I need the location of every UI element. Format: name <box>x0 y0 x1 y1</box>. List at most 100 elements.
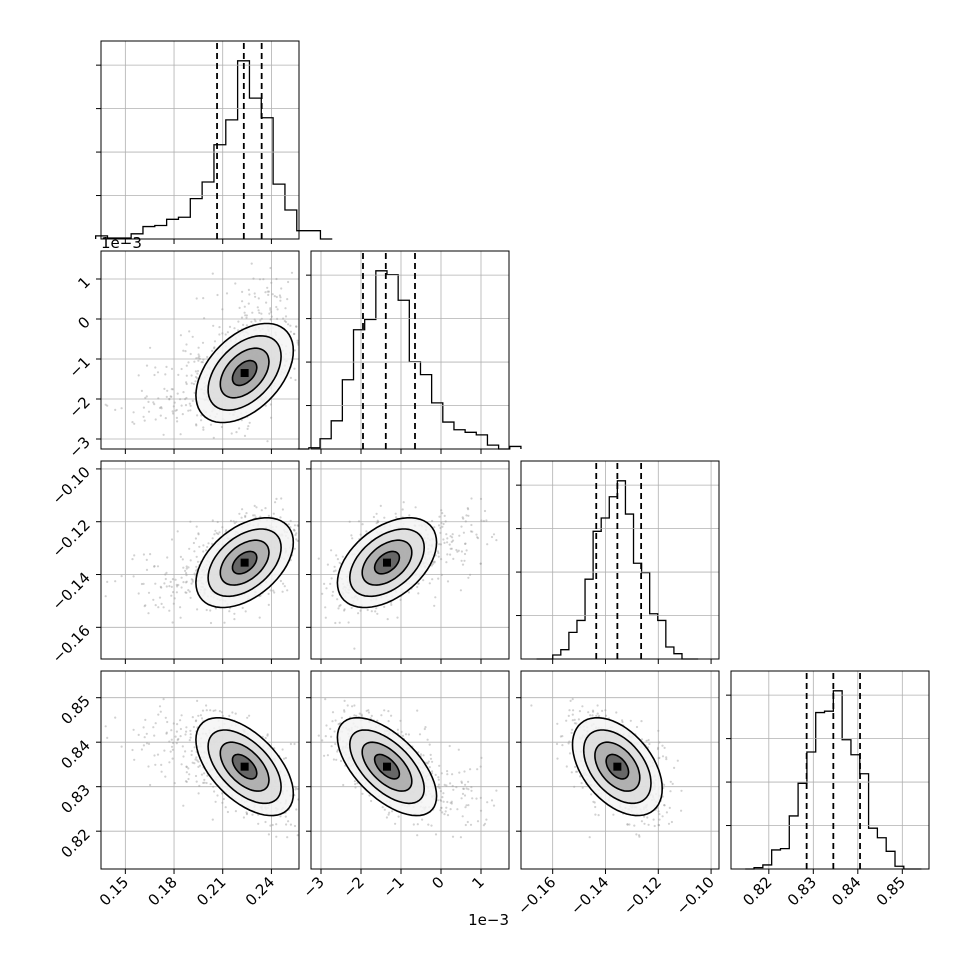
scatter-point <box>357 520 361 523</box>
scatter-point <box>193 572 196 575</box>
ytick-label-1-0: −3 <box>65 433 93 461</box>
scatter-point <box>254 320 257 323</box>
scatter-point <box>271 823 274 827</box>
scatter-point <box>170 395 173 398</box>
scatter-point <box>294 378 297 382</box>
scatter-point <box>243 305 246 308</box>
scatter-point <box>241 290 244 293</box>
scatter-point <box>190 582 193 585</box>
scatter-point <box>202 550 205 553</box>
scatter-point <box>185 765 188 769</box>
scatter-point <box>466 820 469 824</box>
xtick-label-0-1: 0.18 <box>145 873 181 909</box>
scatter-point <box>194 758 197 761</box>
scatter-point <box>338 621 341 624</box>
scatter-point <box>190 749 193 753</box>
scatter-point <box>132 728 135 731</box>
scatter-point <box>395 516 398 519</box>
scatter-point <box>431 772 434 775</box>
scatter-point <box>460 780 463 783</box>
scatter-point <box>323 754 326 757</box>
scatter-point <box>252 514 255 517</box>
scatter-point <box>224 806 227 809</box>
scatter-point <box>467 804 470 807</box>
scatter-point <box>390 601 393 604</box>
scatter-point <box>284 315 288 318</box>
scatter-point <box>270 310 273 314</box>
scatter-point <box>132 575 135 578</box>
scatter-point <box>194 537 197 540</box>
scatter-point <box>463 559 466 562</box>
scatter-point <box>133 758 136 761</box>
scatter-point <box>260 317 263 320</box>
scatter-point <box>275 295 278 299</box>
scatter-point <box>145 364 149 367</box>
scatter-point <box>185 726 188 729</box>
scatter-point <box>243 434 247 437</box>
scatter-point <box>176 723 179 726</box>
scatter-point <box>264 507 267 510</box>
scatter-point <box>244 610 247 613</box>
scatter-point <box>166 389 169 392</box>
scatter-point <box>241 508 244 511</box>
scatter-point <box>437 577 440 580</box>
ytick-label-2-2: −0.12 <box>49 516 94 561</box>
scatter-point <box>479 497 483 500</box>
scatter-point <box>185 567 188 570</box>
scatter-point <box>360 714 363 718</box>
scatter-point <box>439 526 442 530</box>
scatter-point <box>465 787 468 790</box>
scatter-point <box>160 407 163 410</box>
scatter-point <box>131 558 134 561</box>
scatter-point <box>449 808 452 811</box>
scatter-point <box>189 559 192 562</box>
scatter-point <box>438 515 441 518</box>
scatter-point <box>201 361 204 364</box>
scatter-point <box>137 592 140 595</box>
panel-frame-3-1 <box>310 670 510 870</box>
scatter-point <box>296 339 299 342</box>
scatter-point <box>216 520 219 524</box>
scatter-point <box>142 744 145 747</box>
scatter-point <box>187 777 190 781</box>
ytick-label-3-0: 0.82 <box>57 825 93 861</box>
scatter-point <box>355 714 358 717</box>
contour-line-2-1-2 <box>361 539 413 586</box>
scatter-point <box>334 621 337 625</box>
scatter-point <box>220 425 223 429</box>
scatter-point <box>153 565 156 568</box>
scatter-point <box>359 609 362 612</box>
scatter-point <box>412 823 415 826</box>
scatter-point <box>206 355 209 359</box>
scatter-point <box>431 562 434 566</box>
scatter-point <box>157 713 160 716</box>
scatter-point <box>218 710 221 713</box>
scatter-point <box>248 421 251 424</box>
scatter-point <box>168 397 171 400</box>
xtick-label-1-3: 0 <box>428 873 447 892</box>
scatter-point <box>185 396 188 400</box>
scatter-point <box>334 719 337 722</box>
scatter-point <box>260 312 263 315</box>
scatter-point <box>156 753 160 756</box>
scatter-point <box>241 606 244 610</box>
scatter-point <box>456 550 459 553</box>
scatter-point <box>640 720 643 723</box>
scatter-point <box>168 761 171 764</box>
contour-line-2-0-3 <box>231 550 258 575</box>
contour-line-3-1-0 <box>336 716 438 817</box>
scatter-point <box>459 589 462 592</box>
scatter-point <box>225 292 229 295</box>
scatter-point <box>350 534 353 537</box>
scatter-point <box>337 607 340 610</box>
scatter-point <box>170 585 173 589</box>
scatter-point <box>287 820 290 823</box>
scatter-point <box>160 770 163 773</box>
scatter-point <box>212 785 215 788</box>
scatter-point <box>181 413 184 416</box>
scatter-point <box>164 775 167 778</box>
scatter-point <box>429 757 433 760</box>
scatter-point <box>144 718 147 722</box>
scatter-point <box>228 610 231 613</box>
scatter-point <box>184 398 187 401</box>
